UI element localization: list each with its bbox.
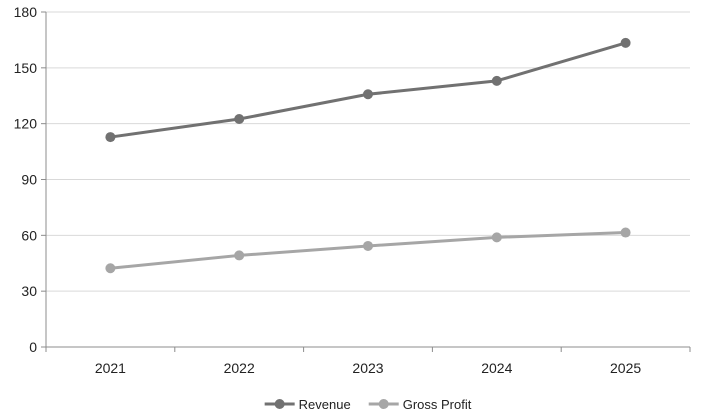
y-tick-label: 150	[14, 60, 38, 76]
data-point-1-3	[491, 232, 502, 243]
x-tick-label: 2021	[95, 360, 126, 376]
data-point-1-0	[105, 263, 116, 274]
data-point-0-1	[234, 114, 245, 125]
legend-label-1: Gross Profit	[403, 397, 472, 412]
y-tick-label: 90	[21, 172, 37, 188]
data-point-0-4	[620, 37, 631, 48]
axes	[41, 11, 691, 352]
x-tick-label: 2025	[610, 360, 641, 376]
y-tick-label: 60	[21, 227, 37, 243]
legend-swatch-marker-0	[274, 399, 285, 409]
x-tick-label: 2022	[224, 360, 255, 376]
legend: Revenue Gross Profit	[264, 397, 472, 412]
legend-swatch-marker-1	[378, 399, 389, 409]
data-point-1-4	[620, 227, 631, 238]
y-tick-label: 180	[14, 4, 38, 20]
data-point-1-1	[234, 250, 245, 261]
x-tick-label: 2023	[352, 360, 383, 376]
series	[105, 37, 631, 274]
gridlines	[46, 11, 690, 292]
x-tick-label: 2024	[481, 360, 512, 376]
data-point-1-2	[363, 240, 373, 251]
y-tick-label: 30	[21, 283, 37, 299]
data-point-0-3	[491, 75, 502, 86]
y-tick-label: 120	[14, 116, 38, 132]
data-point-0-0	[105, 132, 116, 143]
x-axis-tick-labels: 2021 2022 2023 2024 2025	[95, 360, 642, 376]
y-axis-tick-labels: 0 30 60 90 120 150 180	[14, 4, 38, 355]
legend-label-0: Revenue	[299, 397, 351, 412]
data-point-0-2	[363, 89, 373, 100]
y-tick-label: 0	[29, 339, 37, 355]
